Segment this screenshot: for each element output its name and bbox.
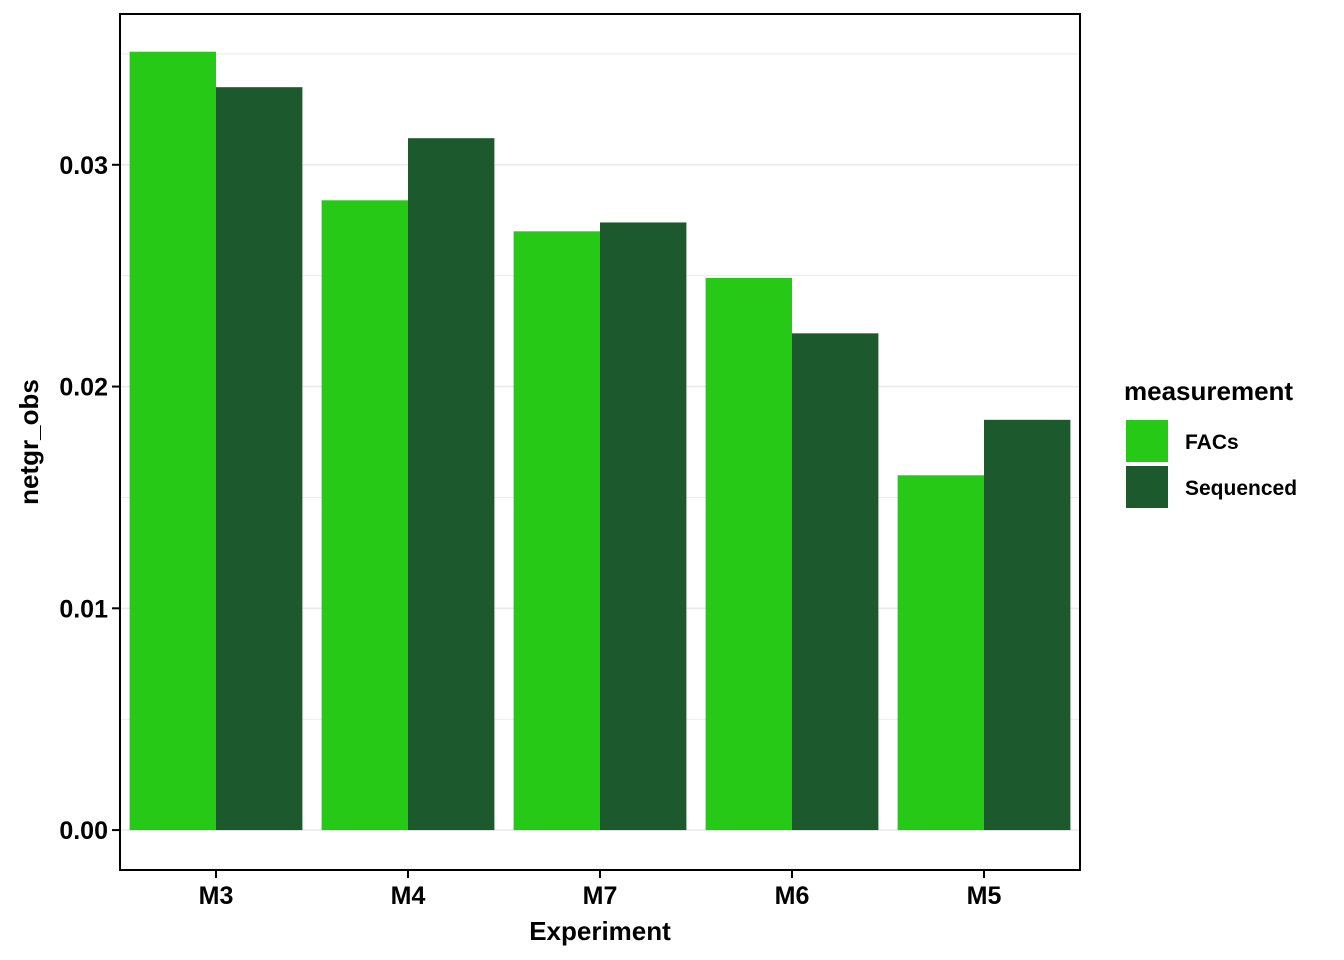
x-tick-label: M7 [583,882,618,910]
bar-facs-m5 [897,475,984,831]
x-tick-label: M5 [967,882,1002,910]
x-axis-title: Experiment [529,916,671,946]
legend-label-sequenced: Sequenced [1185,477,1297,500]
x-tick-label: M3 [199,882,234,910]
bar-facs-m7 [513,231,600,831]
bar-sequenced-m4 [408,138,495,831]
bar-facs-m3 [129,51,216,831]
legend-title: measurement [1124,376,1293,406]
y-tick-label: 0.02 [59,374,108,402]
bar-facs-m6 [705,277,792,831]
legend-label-facs: FACs [1185,431,1239,454]
y-tick-label: 0.00 [59,817,108,845]
bars [129,51,1071,831]
y-axis: 0.00 0.01 0.02 0.03 [59,152,120,845]
legend-swatch-facs [1126,420,1168,462]
x-axis: M3 M4 M7 M6 M5 [199,870,1002,910]
bar-sequenced-m6 [792,333,879,831]
bar-sequenced-m5 [984,419,1071,831]
bar-sequenced-m7 [600,222,687,831]
bar-sequenced-m3 [216,87,303,831]
x-tick-label: M4 [391,882,426,910]
legend: measurement FACs Sequenced [1124,376,1297,508]
y-tick-label: 0.01 [59,595,108,623]
legend-swatch-sequenced [1126,466,1168,508]
y-tick-label: 0.03 [59,152,108,180]
y-axis-title: netgr_obs [14,379,44,505]
bar-facs-m4 [321,200,408,831]
x-tick-label: M6 [775,882,810,910]
legend-items: FACs Sequenced [1126,420,1297,508]
